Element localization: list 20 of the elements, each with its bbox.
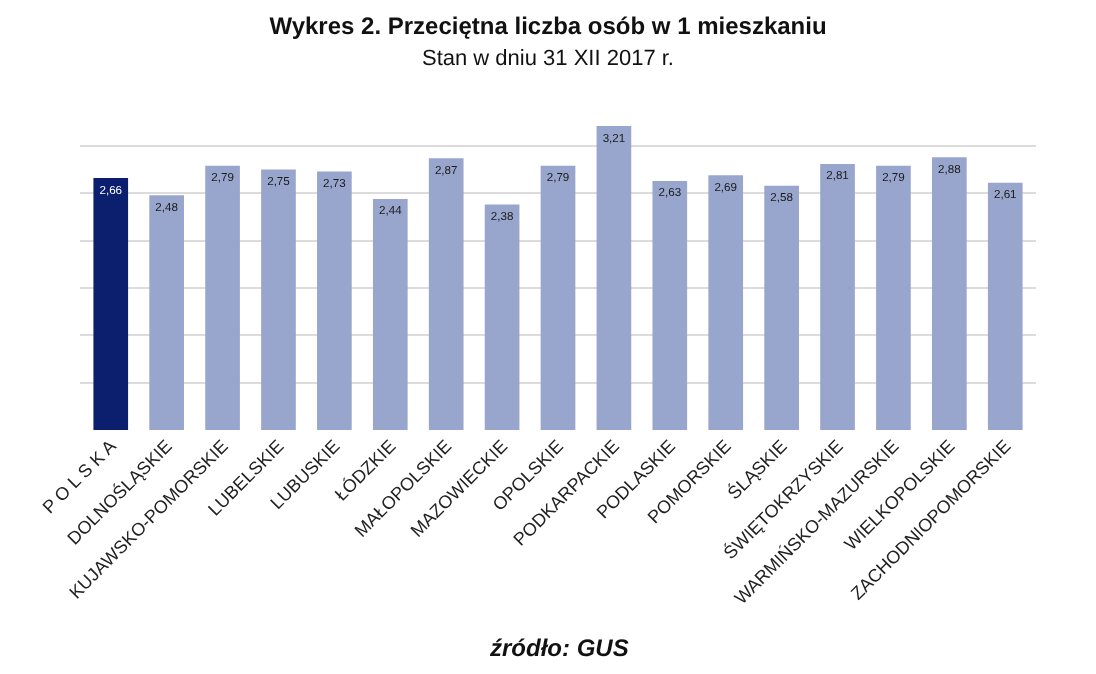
bar bbox=[428, 158, 464, 430]
bar bbox=[93, 178, 129, 430]
bar bbox=[261, 169, 296, 430]
bar bbox=[205, 165, 240, 430]
bar bbox=[820, 163, 855, 430]
bar bbox=[540, 165, 576, 430]
bar bbox=[764, 185, 799, 430]
bar bbox=[987, 182, 1023, 430]
bar bbox=[876, 165, 911, 430]
bar bbox=[372, 198, 408, 430]
chart-title: Wykres 2. Przeciętna liczba osób w 1 mieszkaniu bbox=[269, 11, 827, 40]
bar bbox=[317, 171, 352, 430]
bar bbox=[708, 175, 744, 430]
bar bbox=[932, 157, 967, 430]
bar bbox=[596, 126, 632, 430]
bar bbox=[484, 204, 520, 430]
bar bbox=[149, 195, 184, 430]
chart-subtitle: Stan w dniu 31 XII 2017 r. bbox=[422, 46, 674, 71]
bar bbox=[652, 180, 688, 430]
text: źródło: GUS bbox=[488, 634, 629, 662]
